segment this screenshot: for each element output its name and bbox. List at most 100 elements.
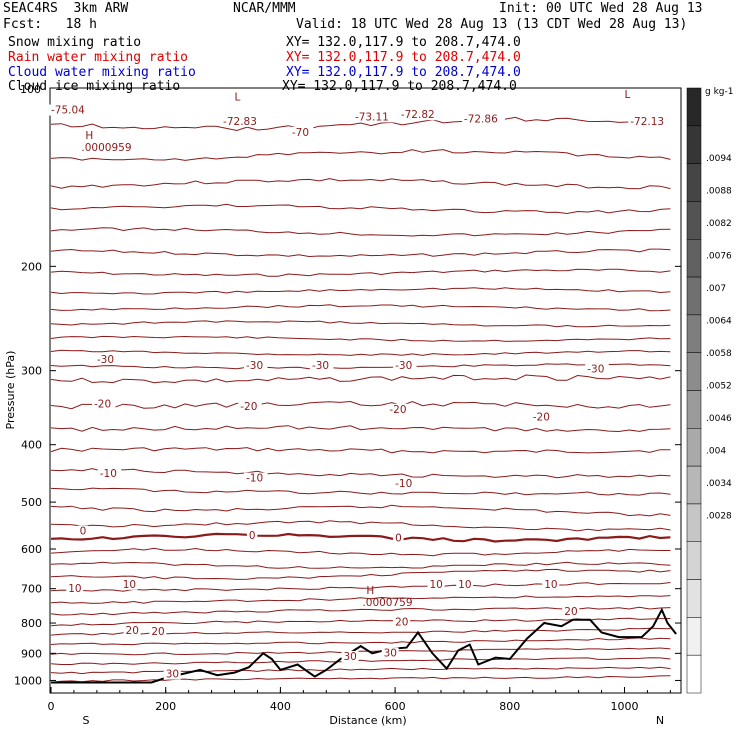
contour-label-bg: [92, 398, 116, 410]
contour-label-bg: [398, 109, 442, 121]
colorbar-label: .0034: [706, 479, 732, 489]
high-marker: H: [85, 130, 93, 142]
contour-label-bg: [530, 411, 555, 423]
contour-label-bg: [309, 360, 334, 372]
contour-label-bg: [77, 525, 89, 537]
contour-label: -30: [587, 364, 604, 376]
y-tick-label: 200: [21, 260, 42, 273]
field-label-rain: Rain water mixing ratio: [8, 50, 189, 65]
contour-label-bg: [341, 650, 359, 662]
zero-isotherm: [50, 532, 671, 543]
contour-label: -72.86: [464, 114, 498, 126]
contour-label-bg: [49, 104, 92, 116]
terrain-line: [51, 607, 677, 684]
isotherm-line: [50, 374, 671, 384]
contour-label: -10: [246, 473, 263, 485]
isotherm-line: [50, 487, 671, 496]
contour-label: 30: [166, 669, 179, 681]
low-marker: L: [235, 92, 241, 104]
temperature-contours: [50, 116, 671, 683]
colorbar-label: .0064: [706, 317, 732, 327]
colorbar-label: .0028: [706, 512, 732, 522]
contour-label: 10: [123, 579, 136, 591]
isotherm-line: [50, 203, 671, 215]
colorbar-unit: g kg-1: [705, 87, 733, 97]
x-tick-label: 200: [155, 700, 176, 713]
isotherm-line: [50, 400, 671, 410]
colorbar-label: .004: [706, 447, 726, 457]
contour-label: -73.11: [355, 111, 389, 123]
isotherm-line: [50, 349, 671, 356]
colorbar-swatch: [686, 276, 702, 316]
y-tick-label: 500: [21, 496, 42, 509]
contour-label-bg: [120, 578, 138, 590]
high-marker: H: [366, 585, 374, 597]
low-marker: L: [625, 89, 631, 101]
colorbar-swatch: [686, 87, 702, 127]
field-xy-cloud-water: XY= 132.0,117.9 to 208.7,474.0: [286, 65, 521, 80]
isotherm-line: [50, 227, 671, 237]
colorbar-swatch: [686, 465, 702, 505]
colorbar-swatch: [686, 654, 702, 694]
contour-label: 10: [458, 579, 471, 591]
contour-label: -30: [395, 360, 412, 372]
plot-frame: [49, 87, 682, 694]
contour-label: -72.13: [630, 116, 664, 128]
x-end-right: N: [656, 714, 664, 727]
colorbar-label: .007: [706, 284, 726, 294]
contour-label: 30: [384, 648, 397, 660]
contour-label-bg: [393, 360, 417, 372]
contour-label-bg: [381, 647, 399, 659]
forecast-hour: Fcst: 18 h: [3, 17, 97, 32]
x-tick-label: 400: [270, 700, 291, 713]
colorbar-swatch: [686, 428, 702, 467]
colorbar-swatch: [686, 579, 702, 618]
contour-label-bg: [221, 115, 265, 127]
init-time: Init: 00 UTC Wed 28 Aug 13: [499, 1, 703, 16]
organization: NCAR/MMM: [233, 1, 296, 16]
isotherm-line: [50, 657, 671, 665]
y-tick-label: 900: [21, 647, 42, 660]
extremum-value: .0000759: [362, 597, 412, 609]
y-tick-label: 300: [21, 365, 42, 378]
colorbar-label: .0094: [706, 154, 732, 164]
colorbar-swatch: [686, 541, 702, 580]
isotherm-line: [50, 561, 671, 569]
contour-label-bg: [585, 363, 609, 375]
contour-label: 30: [343, 651, 356, 663]
isotherm-line: [50, 637, 671, 646]
contour-label: 10: [544, 579, 557, 591]
contour-label-bg: [66, 583, 84, 595]
y-tick-label: 1000: [14, 674, 42, 687]
field-label-cloud-water: Cloud water mixing ratio: [8, 65, 196, 80]
isotherm-line: [50, 666, 671, 675]
isotherm-line: [50, 363, 671, 370]
contour-label: -72.83: [223, 116, 257, 128]
contour-label: 10: [68, 583, 81, 595]
contour-label: 0: [80, 526, 87, 538]
contour-label-bg: [427, 578, 445, 590]
isotherm-line: [50, 582, 671, 592]
isotherm-line: [50, 647, 671, 656]
contour-label: -30: [246, 360, 263, 372]
contour-label-bg: [393, 478, 417, 490]
contour-label-bg: [387, 403, 411, 415]
contour-label-bg: [461, 113, 505, 125]
field-xy-cloud-ice: XY= 132.0,117.9 to 208.7,474.0: [282, 79, 517, 94]
contour-label: 20: [564, 606, 577, 618]
contour-label: -20: [389, 404, 406, 416]
contour-label: -10: [100, 468, 117, 480]
isotherm-line: [50, 520, 671, 532]
y-axis-label: Pressure (hPa): [4, 351, 17, 430]
isotherm-line: [50, 320, 671, 328]
colorbar-swatch: [686, 390, 702, 429]
isotherm-line: [50, 617, 671, 627]
x-tick-label: 0: [48, 700, 55, 713]
y-tick-label: 400: [21, 439, 42, 452]
isotherm-line: [50, 447, 671, 454]
field-xy-rain: XY= 132.0,117.9 to 208.7,474.0: [286, 50, 521, 65]
contour-label: -75.04: [51, 105, 85, 117]
valid-time: Valid: 18 UTC Wed 28 Aug 13 (13 CDT Wed …: [296, 17, 688, 32]
isotherm-line: [50, 268, 671, 277]
